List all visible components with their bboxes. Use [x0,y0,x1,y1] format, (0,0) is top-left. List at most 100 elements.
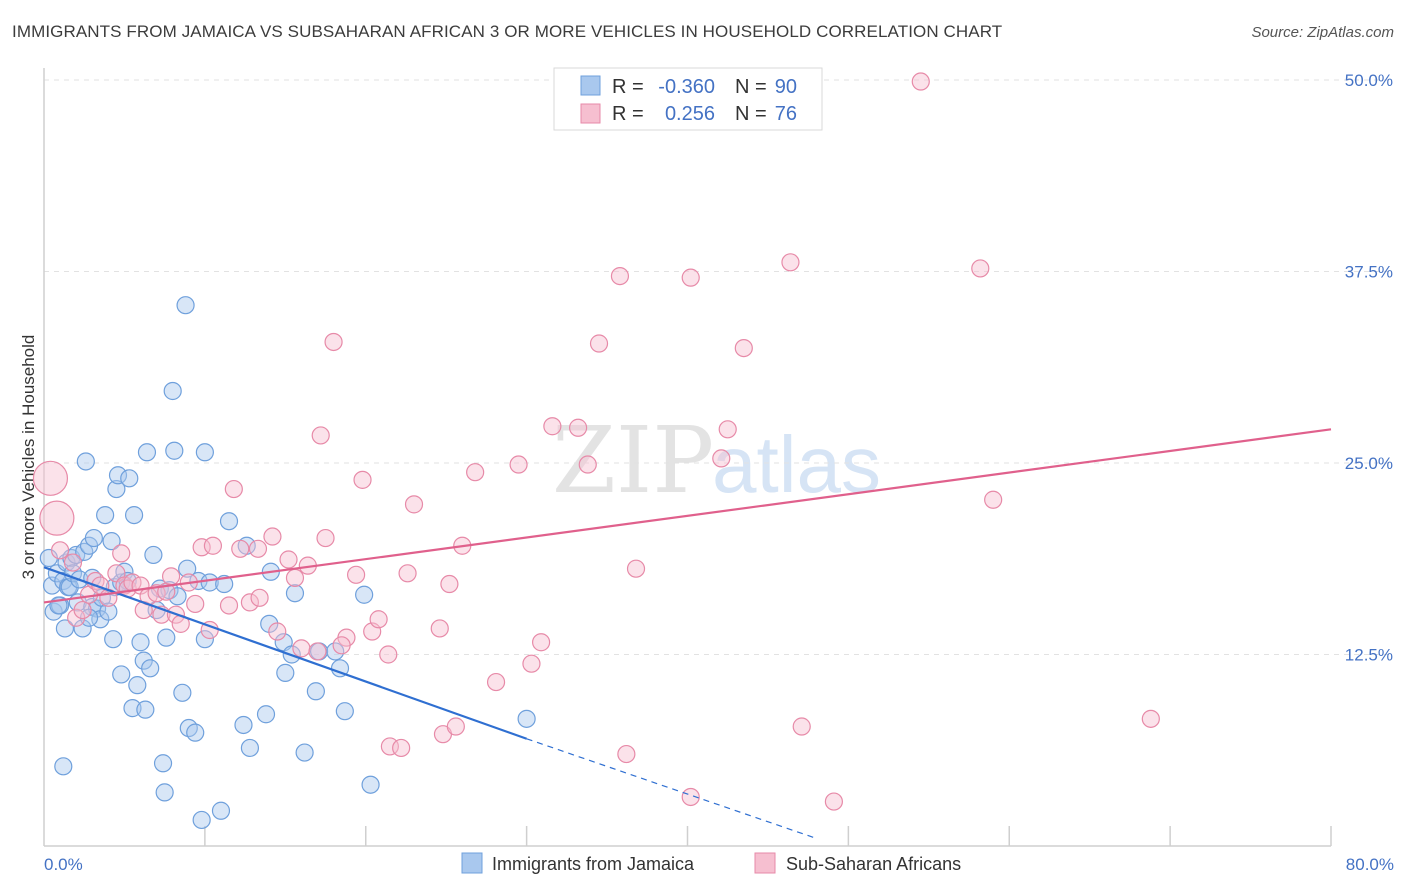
point-subsaharan-48 [353,470,372,489]
point-subsaharan-50 [369,610,388,629]
point-subsaharan-2 [50,541,70,560]
legend-n-value-0: 90 [775,76,797,98]
legend-n-label-0: N = [735,76,767,98]
point-jamaica-78 [306,682,325,701]
point-jamaica-53 [168,587,187,606]
point-subsaharan-70 [610,266,630,286]
point-jamaica-64 [211,801,231,820]
x-axis-ticks [204,826,1332,846]
point-jamaica-43 [141,659,160,678]
point-subsaharan-66 [543,417,562,436]
point-jamaica-35 [120,469,139,488]
point-jamaica-31 [108,466,128,485]
point-subsaharan-3 [63,553,83,572]
point-subsaharan-74 [681,268,700,287]
point-subsaharan-28 [203,536,223,555]
point-subsaharan-63 [509,455,528,474]
point-subsaharan-78 [781,253,800,272]
point-subsaharan-32 [240,593,260,612]
point-jamaica-15 [73,619,92,638]
point-subsaharan-68 [578,455,597,474]
point-jamaica-25 [96,505,115,525]
point-subsaharan-83 [984,490,1003,509]
point-subsaharan-25 [186,594,205,614]
point-subsaharan-84 [1141,709,1160,728]
point-subsaharan-44 [324,332,343,352]
point-subsaharan-38 [285,568,305,588]
legend-swatch-subsaharan [580,103,601,124]
point-subsaharan-30 [224,479,243,499]
legend-n-value-1: 76 [775,103,797,125]
point-jamaica-48 [155,783,174,802]
point-subsaharan-53 [392,738,411,758]
point-jamaica-54 [173,683,192,702]
point-subsaharan-73 [681,787,700,807]
point-jamaica-9 [60,577,79,597]
watermark: ZIP atlas [552,407,881,514]
point-subsaharan-80 [824,792,843,811]
point-jamaica-28 [104,630,123,649]
point-subsaharan-54 [398,564,417,583]
point-subsaharan-1 [39,500,75,536]
point-jamaica-21 [84,528,103,548]
point-jamaica-67 [234,715,253,735]
point-jamaica-42 [137,443,157,462]
point-subsaharan-39 [292,639,311,658]
source-label: Source: ZipAtlas.com [1251,24,1394,41]
chart-title: IMMIGRANTS FROM JAMAICA VS SUBSAHARAN AF… [12,22,1003,41]
point-subsaharan-42 [311,426,330,445]
point-jamaica-87 [112,665,131,684]
point-subsaharan-55 [404,495,424,514]
point-subsaharan-46 [332,636,351,655]
point-subsaharan-21 [161,567,181,586]
point-subsaharan-67 [569,418,588,437]
point-jamaica-76 [285,584,305,603]
point-subsaharan-56 [430,619,449,638]
point-subsaharan-41 [308,642,327,661]
y-tick-label-3: 50.0% [1345,71,1393,90]
y-tick-label-1: 25.0% [1345,454,1393,473]
legend-box: R = -0.360 N = 90 R = 0.256 N = 76 [553,67,823,131]
legend-swatch-jamaica [580,75,601,96]
y-tick-label-2: 37.5% [1345,263,1393,282]
point-subsaharan-34 [250,588,269,607]
point-subsaharan-31 [231,539,250,558]
point-subsaharan-47 [346,565,366,584]
point-jamaica-85 [517,709,536,728]
point-subsaharan-69 [589,334,609,353]
point-jamaica-27 [102,532,121,551]
point-jamaica-84 [361,775,380,794]
legend-n-label-1: N = [735,103,767,125]
point-jamaica-86 [54,757,73,776]
point-jamaica-61 [195,443,214,462]
point-jamaica-62 [195,630,214,649]
point-subsaharan-77 [734,339,753,358]
point-subsaharan-29 [219,596,239,615]
point-subsaharan-81 [911,72,930,91]
point-subsaharan-79 [792,717,811,736]
point-subsaharan-72 [626,559,646,578]
point-jamaica-47 [153,754,173,773]
trend-line-subsaharan [43,428,1332,604]
point-subsaharan-58 [440,574,459,594]
point-jamaica-41 [136,700,155,719]
point-subsaharan-75 [712,449,731,468]
point-jamaica-26 [99,602,118,621]
bottom-legend-swatch-subsaharan [754,852,776,874]
legend-r-label-1: R = [612,103,644,125]
point-subsaharan-65 [532,633,551,652]
trend-line-jamaica [43,566,527,740]
trend-line-jamaica-extension [526,738,817,839]
y-axis-title: 3 or more Vehicles in Household [19,335,38,580]
point-jamaica-58 [186,723,205,742]
point-subsaharan-61 [466,463,485,482]
legend-r-value-0: -0.360 [658,76,715,98]
point-jamaica-17 [76,452,95,471]
point-jamaica-52 [165,441,184,460]
point-jamaica-39 [131,633,150,652]
point-jamaica-77 [295,743,314,762]
point-jamaica-6 [55,619,75,638]
bottom-legend-label-jamaica: Immigrants from Jamaica [492,854,695,874]
y-tick-label-0: 12.5% [1345,646,1393,665]
